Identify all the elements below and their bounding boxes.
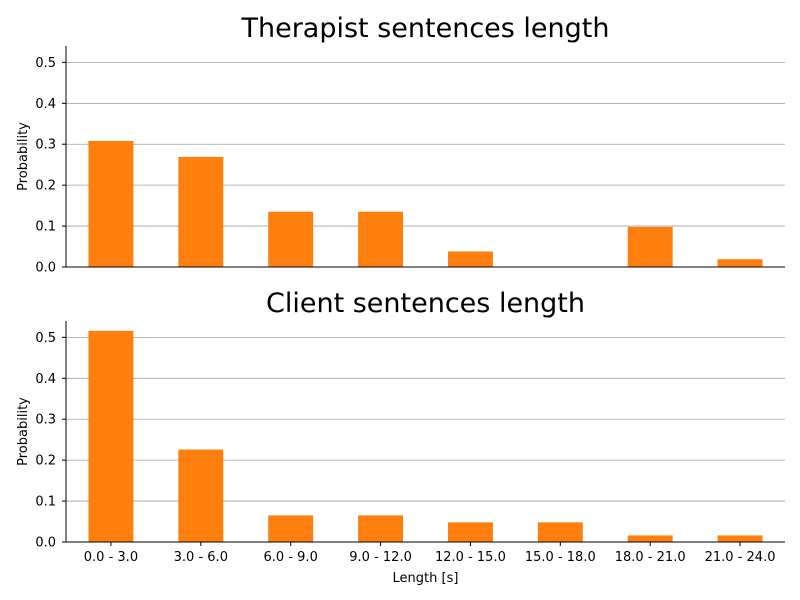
y-tick-label: 0.1 <box>35 495 56 510</box>
y-tick-label: 0.4 <box>35 372 56 387</box>
client-chart: 0.0 0.1 0.2 0.3 0.4 0.5 0.0 - 3.0 3.0 - 6.0 6.0 … <box>16 288 785 586</box>
x-axis-label: Length [s] <box>393 571 459 586</box>
x-tick-label: 15.0 - 18.0 <box>525 550 596 565</box>
x-tick-label: 6.0 - 9.0 <box>264 550 318 565</box>
y-tick-label: 0.0 <box>35 536 56 551</box>
x-tick-label: 9.0 - 12.0 <box>349 550 412 565</box>
bar <box>627 226 673 267</box>
x-tick-label: 21.0 - 24.0 <box>705 550 776 565</box>
bar <box>358 515 404 542</box>
bar <box>627 535 673 542</box>
y-tick-label: 0.3 <box>35 413 56 428</box>
bar <box>717 259 763 267</box>
y-tick-label: 0.0 <box>35 261 56 276</box>
bar <box>178 449 224 542</box>
x-tick-label: 12.0 - 15.0 <box>435 550 506 565</box>
x-tick-label: 18.0 - 21.0 <box>615 550 686 565</box>
y-axis-label: Probability <box>16 122 31 191</box>
bar <box>537 522 583 542</box>
y-tick-label: 0.2 <box>35 179 56 194</box>
x-tick-label: 3.0 - 6.0 <box>174 550 228 565</box>
bar <box>88 330 134 542</box>
y-tick-label: 0.2 <box>35 454 56 469</box>
y-tick-label: 0.5 <box>35 331 56 346</box>
bar <box>447 522 493 542</box>
y-tick-label: 0.1 <box>35 220 56 235</box>
y-axis-label: Probability <box>16 397 31 466</box>
x-tick-label: 0.0 - 3.0 <box>84 550 138 565</box>
bar <box>268 211 314 267</box>
therapist-chart: 0.0 0.1 0.2 0.3 0.4 0.5 Therapist sentences le… <box>16 13 785 276</box>
bar <box>88 140 134 267</box>
y-tick-label: 0.4 <box>35 97 56 112</box>
bar <box>358 211 404 267</box>
bar <box>447 251 493 267</box>
chart-title: Client sentences length <box>266 288 585 319</box>
bar <box>178 156 224 267</box>
chart-title: Therapist sentences length <box>240 13 609 44</box>
bar <box>268 515 314 542</box>
bar <box>717 535 763 542</box>
y-tick-label: 0.3 <box>35 138 56 153</box>
y-tick-label: 0.5 <box>35 56 56 71</box>
